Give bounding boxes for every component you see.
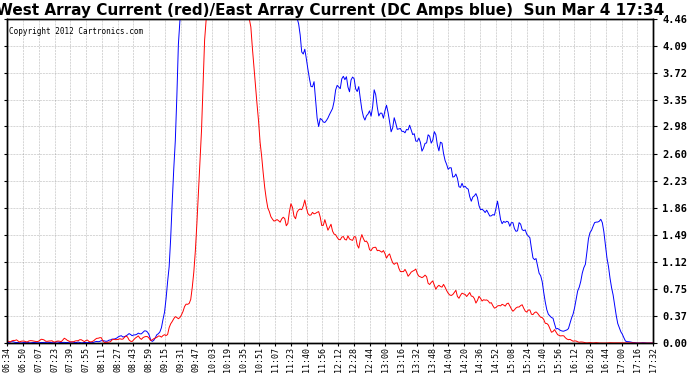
- Text: Copyright 2012 Cartronics.com: Copyright 2012 Cartronics.com: [9, 27, 144, 36]
- Title: West Array Current (red)/East Array Current (DC Amps blue)  Sun Mar 4 17:34: West Array Current (red)/East Array Curr…: [0, 3, 664, 18]
